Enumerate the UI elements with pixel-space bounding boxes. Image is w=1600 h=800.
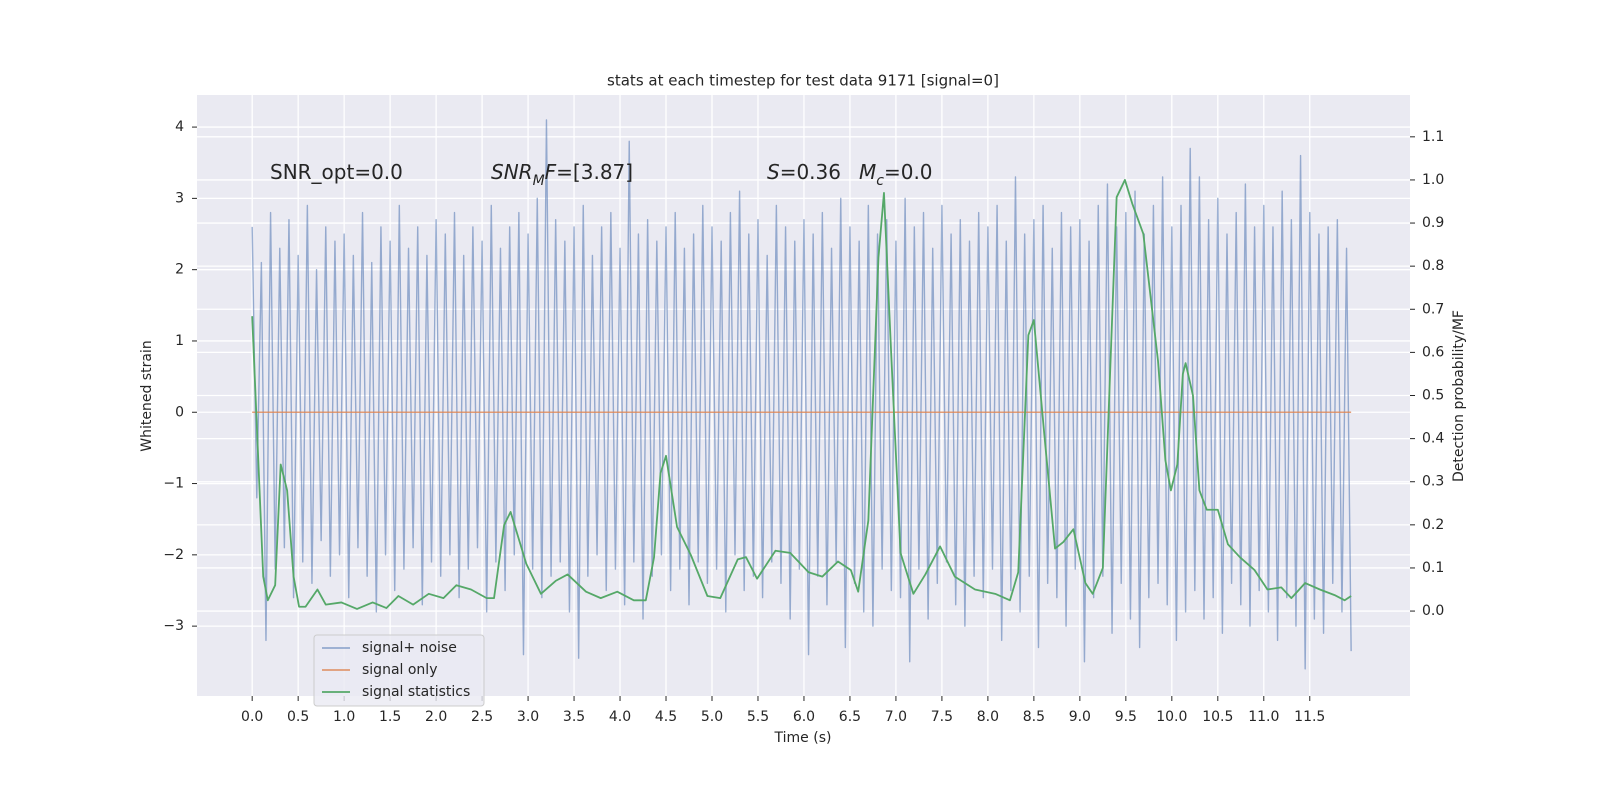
y-tick-label: −3 <box>163 618 184 634</box>
y2-tick-label: 0.4 <box>1422 431 1444 447</box>
annotation-part: SNR <box>491 160 533 184</box>
annotation-part: M <box>859 160 876 184</box>
legend-label: signal+ noise <box>362 640 457 656</box>
x-tick-label: 1.0 <box>333 709 355 725</box>
annotation-part: =0.0 <box>884 160 933 184</box>
y-axis-label: Whitened strain <box>139 340 155 451</box>
y-tick-label: −2 <box>163 547 184 563</box>
legend-label: signal statistics <box>362 684 470 700</box>
marks <box>251 119 1352 670</box>
x-tick-label: 2.5 <box>471 709 493 725</box>
annotation: SNR_opt=0.0 <box>270 160 403 184</box>
x-tick-label: 9.0 <box>1069 709 1091 725</box>
x-tick-label: 4.0 <box>609 709 631 725</box>
legend-box <box>313 634 485 707</box>
y2-axis-label: Detection probability/MF <box>1451 310 1467 482</box>
axes: 0.0 0.5 1.0 1.5 2.0 2.5 3.0 3.5 4.0 4.5 5.0 5.5 6.0 6… <box>163 119 1444 725</box>
annotation-part: =[3.87] <box>556 160 633 184</box>
x-axis-label: Time (s) <box>774 730 832 746</box>
annotation-part: M <box>533 173 545 189</box>
legend-label: signal only <box>362 662 437 678</box>
y2-tick-label: 0.3 <box>1422 474 1444 490</box>
y2-tick-label: 0.0 <box>1422 603 1444 619</box>
x-tick-label: 6.0 <box>793 709 815 725</box>
x-tick-label: 5.0 <box>701 709 723 725</box>
annotation-part: SNR_opt=0.0 <box>270 160 403 184</box>
legend: signal+ noise signal only signal statistic… <box>313 634 485 707</box>
x-tick-label: 10.0 <box>1156 709 1187 725</box>
y2-tick-label: 0.5 <box>1422 388 1444 404</box>
y-tick-label: 2 <box>175 262 184 278</box>
x-tick-label: 11.0 <box>1248 709 1279 725</box>
y2-tick-label: 1.1 <box>1422 129 1444 145</box>
series-line <box>251 179 1352 610</box>
x-tick-label: 9.5 <box>1115 709 1137 725</box>
x-tick-label: 3.0 <box>517 709 539 725</box>
annotation-part: S <box>767 160 780 184</box>
x-tick-label: 3.5 <box>563 709 585 725</box>
y2-tick-label: 0.1 <box>1422 560 1444 576</box>
x-tick-label: 11.5 <box>1294 709 1325 725</box>
annotations: SNR_opt=0.0 SNRMF=[3.87] S=0.36 Mc=0.0 <box>270 160 933 190</box>
x-tick-label: 0.5 <box>287 709 309 725</box>
x-tick-label: 6.5 <box>839 709 861 725</box>
x-tick-label: 8.5 <box>1023 709 1045 725</box>
y2-tick-label: 0.8 <box>1422 258 1444 274</box>
chart-title: stats at each timestep for test data 917… <box>607 72 999 90</box>
annotation: Mc=0.0 <box>859 160 933 190</box>
y-tick-label: 3 <box>175 190 184 206</box>
y2-tick-label: 0.2 <box>1422 517 1444 533</box>
y2-tick-label: 1.0 <box>1422 172 1444 188</box>
x-tick-label: 10.5 <box>1202 709 1233 725</box>
y-tick-label: 4 <box>175 119 184 135</box>
x-tick-label: 2.0 <box>425 709 447 725</box>
x-tick-label: 7.5 <box>931 709 953 725</box>
annotation-part: =0.36 <box>780 160 841 184</box>
annotation: SNRMF=[3.87] <box>491 160 633 190</box>
series-line <box>251 119 1352 670</box>
x-tick-label: 5.5 <box>747 709 769 725</box>
y2-tick-label: 0.6 <box>1422 344 1444 360</box>
x-tick-label: 4.5 <box>655 709 677 725</box>
y-tick-label: 0 <box>175 404 184 420</box>
annotation-part: c <box>876 173 884 189</box>
y-tick-label: −1 <box>163 476 184 492</box>
y2-tick-label: 0.9 <box>1422 215 1444 231</box>
x-tick-label: 0.0 <box>241 709 263 725</box>
grid <box>197 95 1410 696</box>
annotation-part: F <box>545 160 557 184</box>
x-tick-label: 8.0 <box>977 709 999 725</box>
y2-tick-label: 0.7 <box>1422 301 1444 317</box>
x-tick-label: 1.5 <box>379 709 401 725</box>
annotation: S=0.36 <box>767 160 841 184</box>
y-tick-label: 1 <box>175 333 184 349</box>
x-tick-label: 7.0 <box>885 709 907 725</box>
